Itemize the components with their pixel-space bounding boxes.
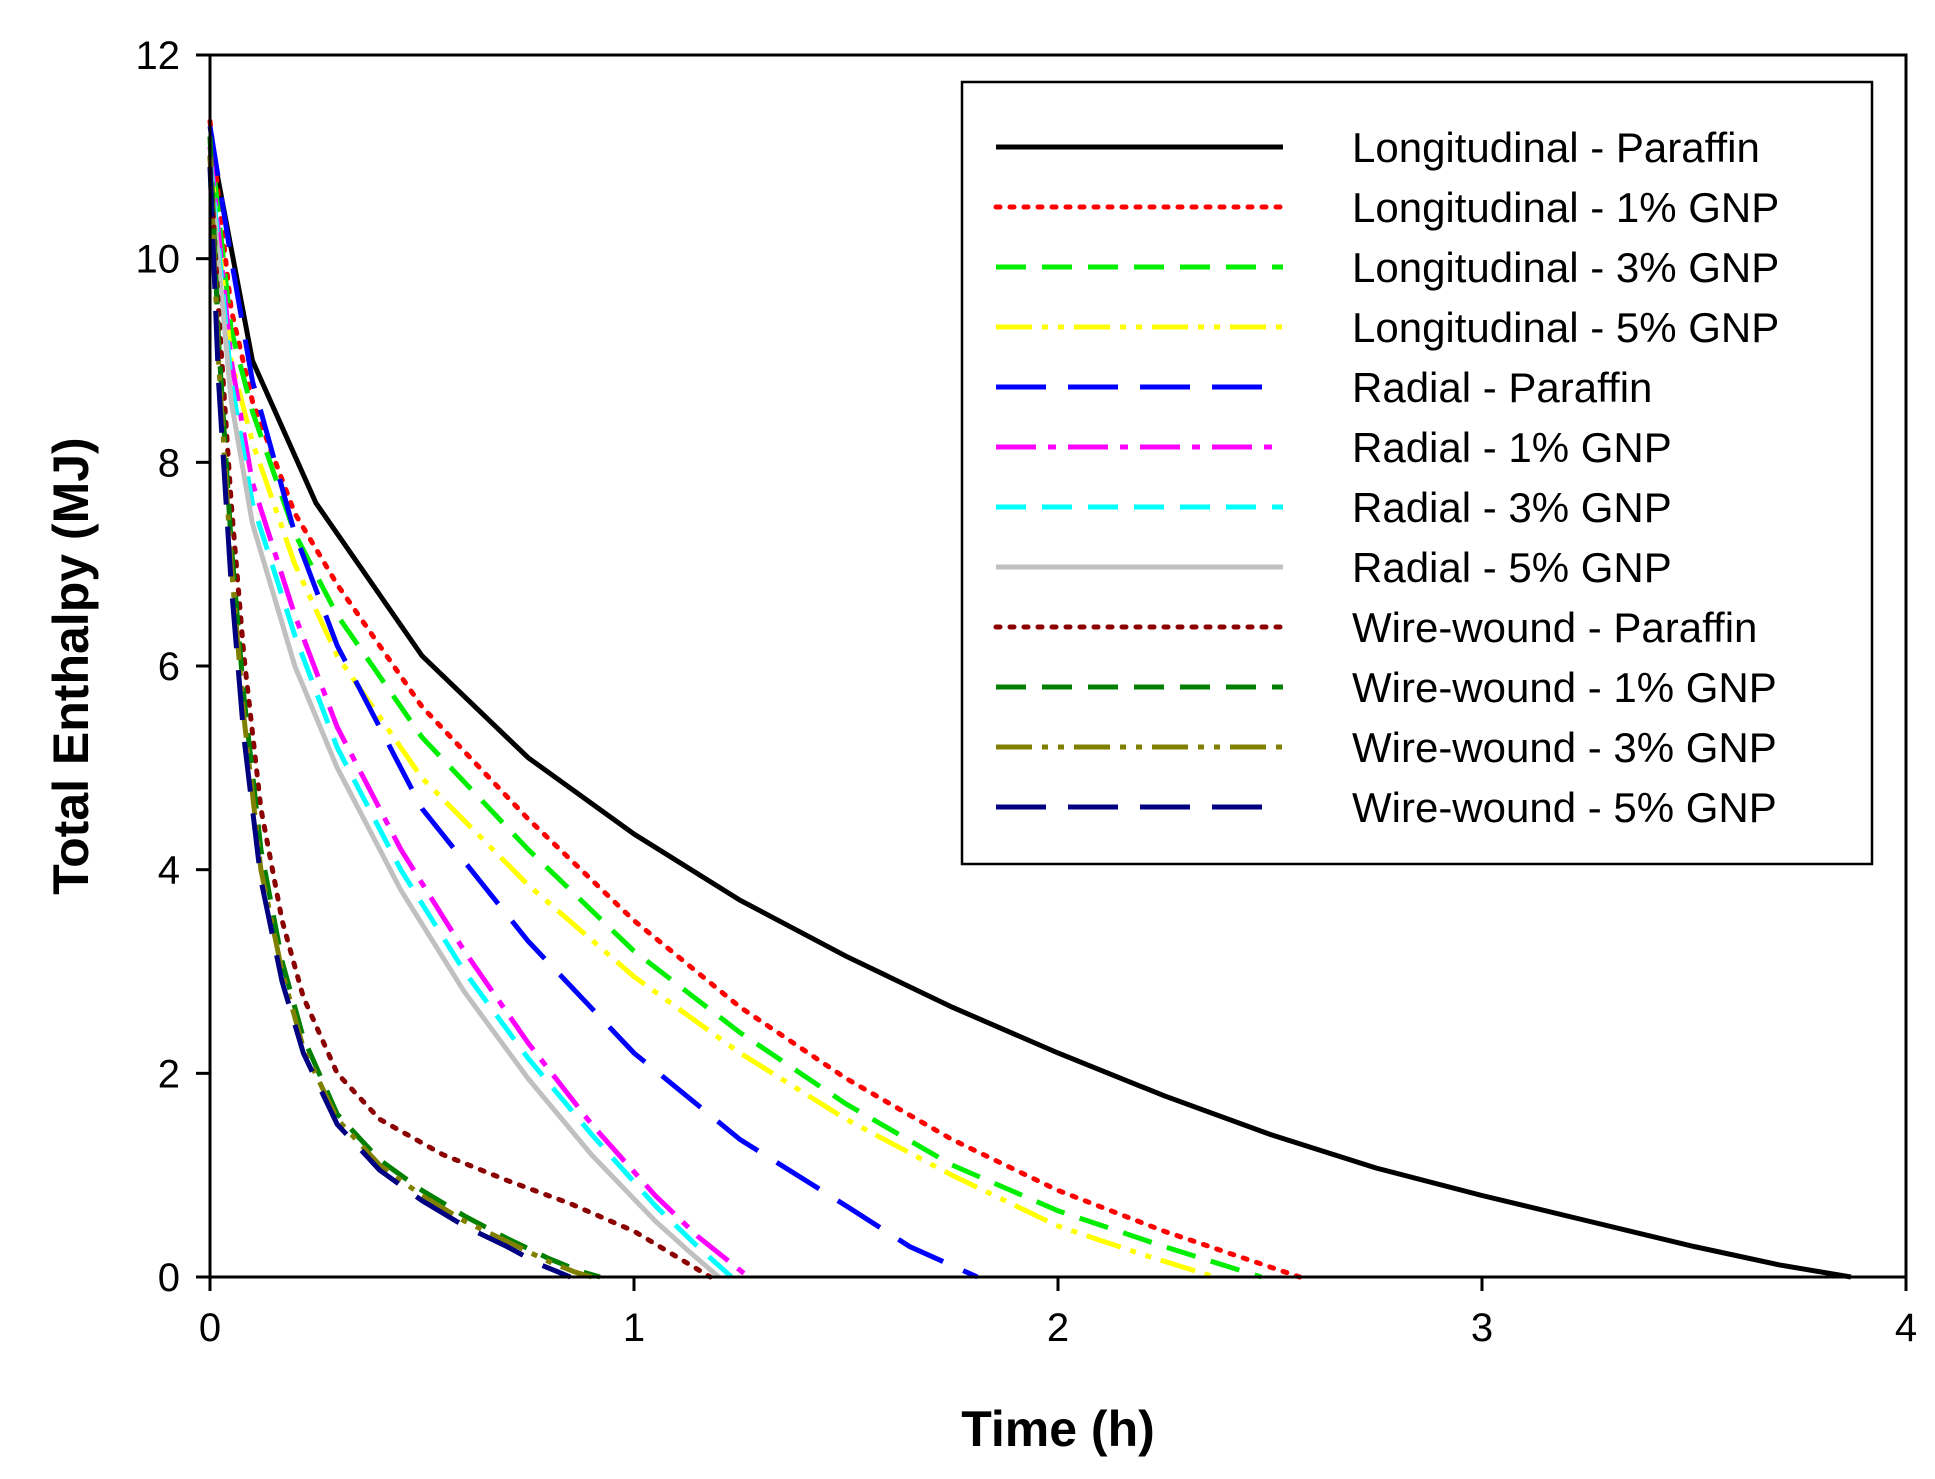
y-tick-label: 12 (136, 34, 181, 78)
series-line-radial-3pct-gnp (207, 156, 734, 1279)
y-tick-label: 8 (158, 441, 180, 485)
series-line-wire-wound-3pct-gnp (207, 156, 593, 1280)
legend-label-wire-wound-3pct-gnp: Wire-wound - 3% GNP (1352, 724, 1777, 771)
series-layer (207, 118, 1852, 1280)
legend-box (960, 80, 1874, 866)
series-line-radial-1pct-gnp (207, 146, 751, 1279)
x-tick-label: 0 (199, 1306, 221, 1350)
legend-label-wire-wound-paraffin: Wire-wound - Paraffin (1352, 604, 1757, 651)
legend-label-radial-5pct-gnp: Radial - 5% GNP (1352, 544, 1672, 591)
x-tick-label: 1 (623, 1306, 645, 1350)
legend-label-longitudinal-1pct-gnp: Longitudinal - 1% GNP (1352, 184, 1779, 231)
series-line-wire-wound-5pct-gnp (207, 166, 572, 1280)
legend-label-radial-1pct-gnp: Radial - 1% GNP (1352, 424, 1672, 471)
series-line-radial-paraffin (207, 125, 979, 1280)
y-tick-label: 2 (158, 1052, 180, 1096)
legend-label-radial-paraffin: Radial - Paraffin (1352, 364, 1652, 411)
y-tick-label: 6 (158, 645, 180, 689)
legend-label-wire-wound-5pct-gnp: Wire-wound - 5% GNP (1352, 784, 1777, 831)
y-axis: 0 2 4 6 8 10 12 (136, 34, 210, 1300)
x-axis-title: Time (h) (961, 1401, 1155, 1457)
y-axis-title: Total Enthalpy (MJ) (43, 437, 99, 894)
y-tick-label: 10 (136, 238, 181, 282)
legend: Longitudinal - Paraffin Longitudinal - 1%… (960, 80, 1874, 866)
x-tick-label: 4 (1895, 1306, 1917, 1350)
x-axis: 0 1 2 3 4 (199, 1277, 1917, 1350)
series-line-wire-wound-1pct-gnp (207, 136, 601, 1280)
legend-label-radial-3pct-gnp: Radial - 3% GNP (1352, 484, 1672, 531)
series-line-longitudinal-5pct-gnp (207, 156, 1216, 1280)
series-line-radial-5pct-gnp (207, 166, 721, 1279)
series-line-longitudinal-3pct-gnp (207, 136, 1263, 1280)
legend-label-longitudinal-5pct-gnp: Longitudinal - 5% GNP (1352, 304, 1779, 351)
series-line-wire-wound-paraffin (207, 154, 713, 1280)
legend-label-longitudinal-3pct-gnp: Longitudinal - 3% GNP (1352, 244, 1779, 291)
legend-label-longitudinal-paraffin: Longitudinal - Paraffin (1352, 124, 1760, 171)
legend-label-wire-wound-1pct-gnp: Wire-wound - 1% GNP (1352, 664, 1777, 711)
x-tick-label: 3 (1471, 1306, 1493, 1350)
y-tick-label: 4 (158, 849, 180, 893)
x-tick-label: 2 (1047, 1306, 1069, 1350)
series-line-longitudinal-paraffin (207, 136, 1852, 1280)
y-tick-label: 0 (158, 1256, 180, 1300)
